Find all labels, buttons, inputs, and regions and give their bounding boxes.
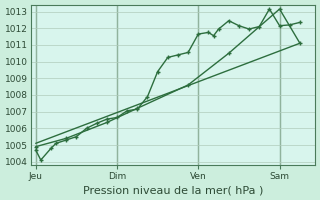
X-axis label: Pression niveau de la mer( hPa ): Pression niveau de la mer( hPa ) xyxy=(83,185,263,195)
